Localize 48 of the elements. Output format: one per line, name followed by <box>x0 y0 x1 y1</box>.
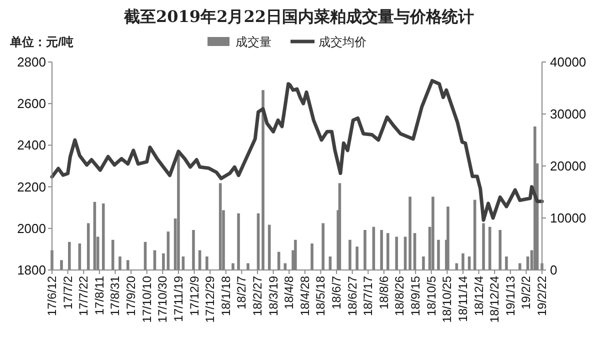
y-tick-label: 2400 <box>17 138 46 153</box>
x-tick-label: 19/1/13 <box>503 276 518 316</box>
x-tick-label: 18/9/15 <box>408 276 423 316</box>
x-tick-label: 18/1/18 <box>218 276 233 316</box>
x-tick-label: 18/8/6 <box>376 276 391 310</box>
y-tick-label: 2800 <box>17 54 46 70</box>
y2-tick-label: 0 <box>550 262 558 278</box>
x-tick-label: 18/8/26 <box>392 276 407 316</box>
x-tick-label: 18/12/4 <box>472 276 486 316</box>
x-tick-label: 19/2/22 <box>535 276 549 316</box>
x-tick-label: 17/8/11 <box>92 276 106 316</box>
x-tick-label: 17/7/22 <box>76 276 91 316</box>
x-tick-label: 17/10/10 <box>140 276 154 323</box>
y2-tick-label: 40000 <box>550 54 586 70</box>
x-tick-label: 17/9/20 <box>124 276 138 316</box>
x-tick-label: 17/8/31 <box>108 276 122 316</box>
x-tick-label: 18/6/27 <box>345 276 360 316</box>
x-tick-label: 19/2/2 <box>519 276 534 310</box>
y-tick-label: 2000 <box>17 220 46 236</box>
line-series <box>50 78 544 222</box>
y2-tick-label: 10000 <box>550 210 586 226</box>
y2-tick-label: 30000 <box>550 106 586 122</box>
x-tick-label: 17/7/2 <box>60 276 75 310</box>
x-tick-label: 18/4/8 <box>282 276 296 310</box>
y2-tick-label: 20000 <box>550 158 586 174</box>
y-tick-label: 1800 <box>17 262 46 278</box>
y-axis-title: 单位：元/吨 <box>9 35 74 49</box>
legend-label: 成交量 <box>236 35 272 49</box>
x-tick-label: 18/6/7 <box>330 276 344 310</box>
y-tick-label: 2200 <box>17 179 46 194</box>
x-tick-label: 18/2/7 <box>234 276 249 310</box>
x-tick-label: 18/12/24 <box>488 276 502 323</box>
x-tick-label: 18/11/14 <box>456 276 470 322</box>
x-tick-label: 17/10/30 <box>156 276 170 323</box>
x-tick-label: 17/12/29 <box>203 276 218 323</box>
x-tick-label: 17/11/19 <box>171 276 186 322</box>
x-tick-label: 17/12/9 <box>187 276 202 316</box>
chart-title: 截至2019年2月22日国内菜粕成交量与价格统计 <box>123 7 474 26</box>
x-tick-label: 17/6/12 <box>45 276 59 316</box>
x-tick-label: 18/3/19 <box>266 276 280 316</box>
y-tick-label: 2600 <box>17 96 46 112</box>
x-tick-label: 18/10/5 <box>424 276 438 316</box>
x-tick-label: 18/4/28 <box>298 276 312 316</box>
x-tick-label: 18/7/17 <box>361 276 376 316</box>
x-tick-label: 18/5/18 <box>314 276 328 316</box>
x-tick-label: 18/2/27 <box>250 276 264 316</box>
x-tick-label: 18/10/25 <box>440 276 454 323</box>
legend-label: 成交均价 <box>318 35 366 49</box>
